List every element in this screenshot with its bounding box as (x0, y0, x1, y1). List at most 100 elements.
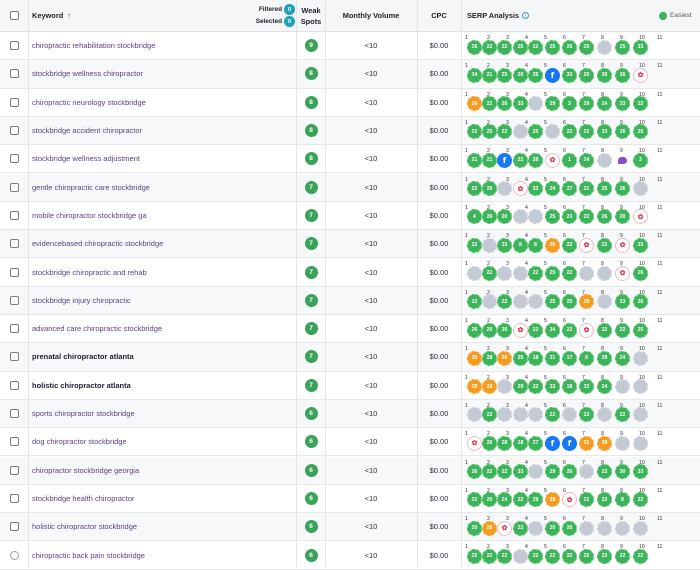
serp-strength-badge[interactable]: 20 (482, 322, 497, 338)
serp-strength-badge[interactable]: 20 (579, 67, 594, 83)
row-checkbox[interactable] (9, 550, 19, 560)
serp-strength-badge[interactable]: 26 (615, 124, 630, 140)
serp-strength-badge[interactable] (633, 350, 648, 366)
keyword-link[interactable]: prenatal chiropractor atlanta (32, 352, 134, 362)
serp-strength-badge[interactable]: 22 (562, 124, 577, 140)
serp-strength-badge[interactable]: 23 (562, 209, 577, 225)
serp-strength-badge[interactable]: 22 (562, 237, 577, 253)
serp-strength-badge[interactable]: 25 (497, 67, 512, 83)
serp-strength-badge[interactable]: 26 (562, 39, 577, 55)
serp-strength-badge[interactable] (597, 265, 612, 281)
serp-strength-badge[interactable]: 33 (615, 96, 630, 112)
table-row[interactable]: chiropractor stockbridge georgia 6 <10 $0.0… (0, 456, 700, 485)
row-checkbox[interactable] (9, 352, 19, 362)
facebook-icon[interactable]: f (545, 67, 560, 83)
serp-strength-badge[interactable] (597, 39, 612, 55)
keyword-link[interactable]: holistic chiropractor atlanta (32, 380, 131, 390)
serp-strength-badge[interactable]: 26 (482, 209, 497, 225)
serp-strength-badge[interactable]: 8 (615, 492, 630, 508)
serp-strength-badge[interactable]: 22 (579, 548, 594, 564)
serp-strength-badge[interactable]: 31 (579, 435, 594, 451)
row-checkbox[interactable] (9, 126, 19, 136)
serp-strength-badge[interactable]: 28 (467, 379, 482, 395)
serp-strength-badge[interactable]: 8 (528, 237, 543, 253)
serp-strength-badge[interactable]: 22 (467, 294, 482, 310)
serp-strength-badge[interactable]: 25 (597, 181, 612, 196)
serp-strength-badge[interactable] (615, 520, 630, 536)
serp-strength-badge[interactable] (528, 407, 543, 423)
serp-strength-badge[interactable]: 24 (615, 350, 630, 366)
table-row[interactable]: holistic chiropractor atlanta 7 <10 $0.00 1 2… (0, 372, 700, 400)
table-row[interactable]: mobile chiropractor stockbridge ga 7 <10 $0… (0, 202, 700, 231)
serp-strength-badge[interactable]: 26 (482, 435, 497, 451)
serp-strength-badge[interactable]: 26 (615, 67, 630, 83)
serp-strength-badge[interactable] (615, 435, 630, 451)
serp-strength-badge[interactable]: 22 (497, 124, 512, 140)
serp-strength-badge[interactable]: 26 (597, 209, 612, 225)
cpc-header[interactable]: CPC (417, 0, 461, 31)
serp-strength-badge[interactable]: 26 (633, 294, 648, 310)
serp-strength-badge[interactable]: 25 (528, 124, 543, 140)
table-row[interactable]: stockbridge wellness adjustment 8 <10 $0.00… (0, 145, 700, 174)
keyword-link[interactable]: advanced care chiropractic stockbridge (32, 324, 163, 334)
info-icon[interactable]: i (522, 12, 530, 19)
serp-strength-badge[interactable]: 33 (528, 181, 543, 196)
keyword-link[interactable]: chiropractic neurology stockbridge (32, 97, 146, 107)
row-checkbox[interactable] (9, 522, 19, 532)
serp-strength-badge[interactable]: 22 (528, 548, 543, 564)
keyword-link[interactable]: mobile chiropractor stockbridge ga (32, 210, 147, 220)
yelp-icon[interactable]: ✿ (579, 237, 594, 253)
serp-strength-badge[interactable]: 22 (513, 520, 528, 536)
serp-strength-badge[interactable]: 30 (615, 464, 630, 479)
keyword-link[interactable]: chiropractic rehabilitation stockbridge (32, 41, 156, 51)
serp-strength-badge[interactable]: 21 (579, 181, 594, 196)
serp-strength-badge[interactable]: 25 (545, 209, 560, 225)
yelp-icon[interactable]: ✿ (545, 152, 560, 168)
serp-strength-badge[interactable]: 33 (615, 294, 630, 310)
serp-strength-badge[interactable]: 20 (597, 67, 612, 83)
row-checkbox[interactable] (9, 437, 19, 447)
serp-strength-badge[interactable] (513, 124, 528, 140)
serp-strength-badge[interactable]: 24 (597, 379, 612, 395)
serp-strength-badge[interactable]: 22 (633, 548, 648, 564)
serp-strength-badge[interactable] (528, 96, 543, 112)
serp-strength-badge[interactable]: 24 (597, 96, 612, 112)
serp-strength-badge[interactable] (497, 407, 512, 423)
keyword-link[interactable]: evidencebased chiropractic stockbridge (32, 239, 164, 249)
serp-strength-badge[interactable]: 21 (467, 152, 482, 168)
serp-strength-badge[interactable]: 29 (528, 492, 543, 508)
serp-strength-badge[interactable] (633, 181, 648, 196)
serp-strength-badge[interactable] (597, 520, 612, 536)
serp-strength-badge[interactable]: 22 (579, 209, 594, 225)
serp-strength-badge[interactable]: 25 (579, 39, 594, 55)
serp-strength-badge[interactable]: 26 (562, 520, 577, 536)
serp-strength-badge[interactable]: 25 (482, 124, 497, 140)
serp-strength-badge[interactable] (497, 265, 512, 281)
yelp-icon[interactable]: ✿ (467, 435, 482, 451)
serp-strength-badge[interactable]: 9 (579, 350, 594, 366)
serp-strength-badge[interactable]: 25 (545, 39, 560, 55)
serp-strength-badge[interactable]: 30 (497, 322, 512, 338)
row-checkbox[interactable] (9, 267, 19, 277)
serp-strength-badge[interactable]: 21 (482, 67, 497, 83)
table-row[interactable]: advanced care chiropractic stockbridge 7 <… (0, 315, 700, 344)
serp-strength-badge[interactable]: 24 (579, 152, 594, 168)
serp-strength-badge[interactable]: 26 (545, 237, 560, 253)
row-checkbox[interactable] (9, 380, 19, 390)
table-row[interactable]: stockbridge health chiropractor 6 <10 $0.00… (0, 485, 700, 514)
serp-strength-badge[interactable]: 3 (562, 96, 577, 112)
serp-strength-badge[interactable]: 26 (562, 464, 577, 479)
serp-strength-badge[interactable]: 33 (597, 124, 612, 140)
serp-strength-badge[interactable]: 26 (615, 181, 630, 196)
facebook-icon[interactable]: f (545, 435, 560, 451)
row-checkbox[interactable] (9, 210, 19, 220)
serp-strength-badge[interactable]: 22 (615, 322, 630, 338)
keyword-link[interactable]: chiropractor stockbridge georgia (32, 465, 140, 475)
serp-strength-badge[interactable]: 22 (528, 379, 543, 395)
row-checkbox[interactable] (9, 493, 19, 503)
serp-strength-badge[interactable]: 26 (467, 96, 482, 112)
serp-strength-badge[interactable] (467, 407, 482, 423)
serp-strength-badge[interactable]: 22 (528, 322, 543, 338)
serp-strength-badge[interactable]: 28 (528, 152, 543, 168)
serp-strength-badge[interactable]: 22 (562, 548, 577, 564)
